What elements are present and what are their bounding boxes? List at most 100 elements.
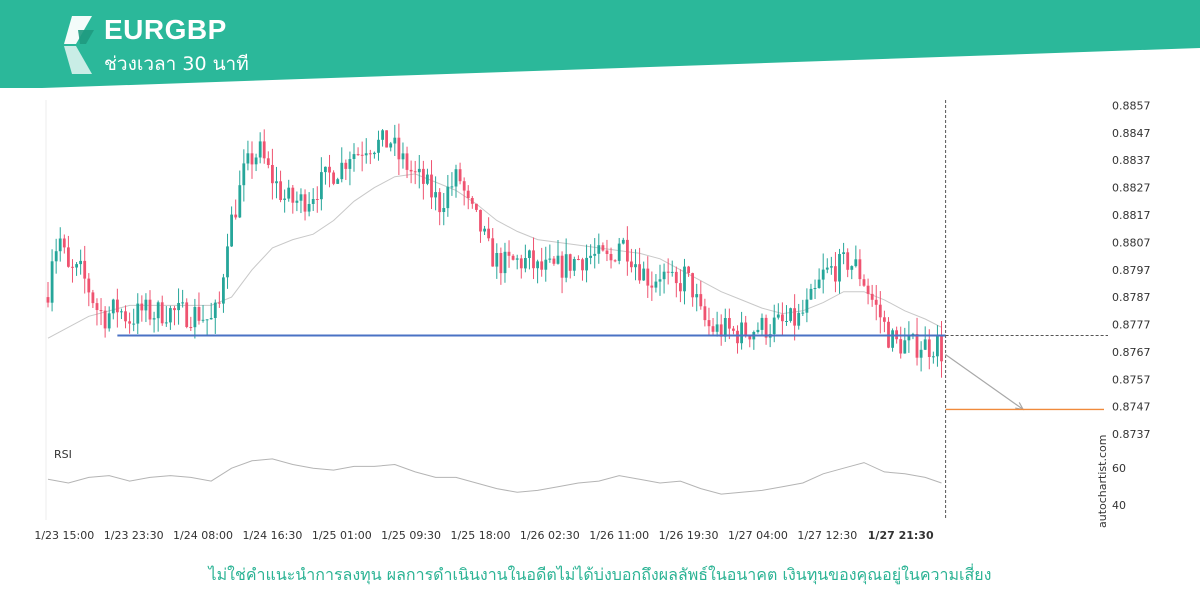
time-axis: 1/23 15:00 1/23 23:30 1/24 08:00 1/24 16:30… (34, 529, 934, 542)
candle-body (809, 288, 813, 300)
candle-body (213, 302, 217, 318)
candle-body (67, 247, 70, 267)
candle-body (250, 153, 254, 165)
candle-body (679, 283, 682, 292)
candle-body (760, 317, 764, 330)
candle-body (352, 154, 356, 159)
candle-body (328, 166, 331, 173)
candle-body (364, 153, 368, 156)
candle-body (825, 267, 829, 270)
candle-body (164, 322, 168, 324)
candlestick-series (46, 123, 943, 378)
candle-body (634, 264, 637, 268)
candle-body (813, 288, 817, 289)
candle-body (552, 258, 556, 264)
rsi-label: RSI (54, 448, 72, 461)
candle-body (315, 199, 319, 200)
candle-body (605, 250, 609, 254)
candle-body (805, 299, 809, 313)
candle-body (291, 187, 295, 203)
candle-body (581, 259, 584, 271)
candle-body (797, 312, 801, 326)
candle-body (715, 324, 719, 332)
candle-body (311, 199, 315, 204)
candle-body (479, 209, 482, 232)
candle-body (683, 266, 686, 292)
candle-body (748, 335, 752, 340)
candle-body (781, 314, 784, 322)
candle-body (91, 292, 95, 304)
candle-body (422, 168, 425, 184)
candle-body (519, 258, 523, 269)
candle-body (540, 261, 544, 270)
candle-body (691, 273, 694, 298)
candle-body (834, 266, 837, 282)
candle-body (466, 190, 470, 198)
time-tick-label: 1/23 23:30 (104, 529, 164, 542)
candle-body (401, 153, 405, 160)
candle-body (858, 259, 862, 280)
candle-body (544, 259, 548, 270)
candle-body (923, 339, 927, 350)
candle-body (262, 141, 266, 159)
rsi-panel: RSI 60 40 (47, 448, 1126, 512)
time-tick-label: 1/26 19:30 (659, 529, 719, 542)
candle-body (71, 266, 74, 268)
price-axis: 0.8857 0.8847 0.8837 0.8827 0.8817 0.8807 0.87… (1112, 100, 1151, 442)
candle-body (503, 251, 507, 274)
candle-body (454, 169, 458, 187)
candle-body (417, 168, 421, 173)
candle-body (169, 308, 172, 323)
candle-body (883, 317, 886, 322)
candle-body (470, 198, 474, 204)
candle-body (862, 279, 866, 286)
time-tick-label: 1/27 21:30 (868, 529, 934, 542)
candle-body (107, 313, 111, 329)
time-tick-label: 1/24 16:30 (242, 529, 302, 542)
candle-body (821, 269, 825, 280)
candle-body (585, 257, 588, 271)
candle-body (927, 339, 931, 357)
candle-body (874, 299, 878, 305)
candle-body (785, 321, 788, 322)
candle-body (870, 293, 874, 300)
candle-body (789, 308, 792, 321)
candle-body (919, 349, 923, 358)
candle-body (621, 239, 625, 244)
candle-body (193, 307, 197, 328)
candle-body (940, 336, 943, 362)
candle-body (572, 259, 576, 271)
header-banner-shape (0, 0, 1200, 88)
candle-body (177, 303, 180, 311)
candle-body (687, 266, 690, 274)
candle-body (254, 157, 258, 165)
candle-body (846, 252, 850, 270)
candle-body (793, 308, 796, 326)
chart-timeframe: ช่วงเวลา 30 นาที (104, 53, 249, 75)
candle-body (152, 318, 156, 320)
candle-body (234, 214, 238, 218)
candle-body (79, 260, 82, 265)
candle-body (140, 303, 144, 311)
price-tick-label: 0.8837 (1112, 154, 1151, 167)
candle-body (58, 238, 62, 252)
candle-body (287, 187, 291, 199)
candle-body (336, 179, 340, 184)
candle-body (205, 319, 209, 321)
candle-body (230, 214, 233, 247)
candle-body (662, 271, 666, 280)
candle-body (475, 203, 478, 210)
candle-body (144, 299, 148, 311)
candle-body (915, 334, 919, 358)
candle-body (695, 294, 699, 298)
candle-body (132, 323, 136, 325)
candle-body (87, 278, 91, 293)
candle-body (373, 152, 376, 155)
candle-body (560, 255, 564, 278)
candle-body (495, 253, 499, 267)
chart-title: EURGBP (104, 14, 227, 45)
price-tick-label: 0.8827 (1112, 182, 1151, 195)
candle-body (626, 239, 629, 262)
candle-body (434, 192, 437, 198)
candle-body (699, 294, 703, 307)
